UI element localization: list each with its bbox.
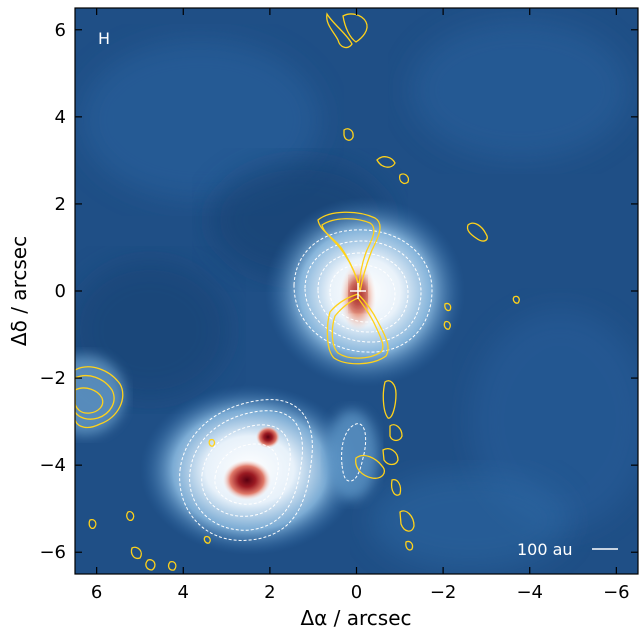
emission-contour [355, 454, 386, 479]
line-emission-contours [75, 12, 520, 571]
emission-contour [376, 156, 396, 168]
emission-contour [130, 546, 142, 560]
emission-contour [326, 293, 389, 365]
y-tick-label: 2 [55, 194, 66, 215]
emission-contour [342, 13, 368, 43]
x-tick-label: 6 [91, 582, 102, 603]
emission-contour [203, 535, 211, 544]
emission-contour [126, 510, 135, 522]
heatmap-image [75, 8, 638, 574]
scale-bar: 100 au [517, 540, 618, 559]
x-tick-label: 4 [178, 582, 189, 603]
y-tick-label: −6 [39, 542, 66, 563]
dust-contour [179, 399, 313, 541]
y-tick-label: −4 [39, 455, 66, 476]
x-tick-label: −2 [430, 582, 457, 603]
dust-contour [329, 264, 396, 323]
emission-contour [88, 518, 97, 530]
emission-contour [398, 173, 410, 185]
x-axis-label: Δα / arcsec [300, 606, 411, 630]
emission-contour [382, 380, 397, 419]
y-axis-label: Δδ / arcsec [7, 236, 31, 346]
y-tick-label: 4 [55, 107, 66, 128]
emission-contour [444, 302, 452, 312]
emission-contour [208, 438, 216, 447]
emission-contour [382, 448, 399, 466]
emission-contour [399, 510, 415, 532]
emission-contour [75, 375, 115, 420]
y-tick-label: 6 [55, 20, 66, 41]
y-tick-label: −2 [39, 368, 66, 389]
emission-contour [443, 320, 451, 330]
emission-contour [405, 540, 414, 551]
y-tick-label: 0 [55, 281, 66, 302]
x-tick-label: 0 [351, 582, 362, 603]
y-axis: 6 4 2 0 −2 −4 −6 [39, 20, 638, 563]
emission-contour [390, 479, 402, 496]
emission-contour [512, 295, 520, 304]
emission-contour [145, 559, 156, 571]
emission-contour [331, 297, 384, 359]
dust-contour [293, 229, 433, 353]
emission-contour [326, 12, 353, 49]
emission-contour [317, 211, 381, 293]
source-markers [350, 283, 366, 299]
dust-contour [304, 240, 422, 343]
x-axis: 6 4 2 0 −2 −4 −6 [91, 8, 630, 603]
dust-contour [341, 423, 367, 482]
dust-contour [189, 410, 303, 531]
dust-contour [214, 443, 279, 505]
emission-contour [343, 128, 354, 141]
scale-bar-label: 100 au [517, 540, 573, 559]
x-tick-label: −4 [516, 582, 543, 603]
x-tick-label: −6 [603, 582, 630, 603]
emission-contour [466, 222, 488, 242]
emission-contour [75, 387, 104, 414]
panel-label: H [98, 29, 110, 48]
emission-contour [167, 560, 177, 571]
x-tick-label: 2 [264, 582, 275, 603]
emission-contour [389, 424, 403, 442]
emission-contour [321, 218, 375, 287]
emission-contour [75, 366, 124, 429]
